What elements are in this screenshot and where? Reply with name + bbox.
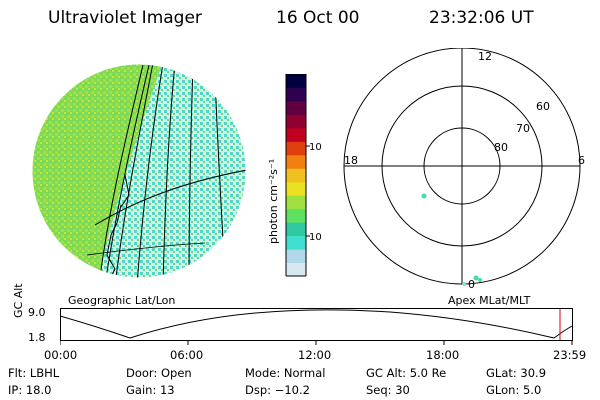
colorbar-band (286, 168, 306, 183)
info-ip: IP: 18.0 (8, 383, 52, 397)
polar-mlt-plot: 12 60 70 80 18 6 0 (343, 48, 585, 291)
mlat-label-70: 70 (516, 122, 530, 135)
mlt-label-12: 12 (478, 50, 492, 63)
colorbar-band (286, 100, 306, 115)
colorbar-band (286, 74, 306, 88)
info-glon: GLon: 5.0 (486, 383, 542, 397)
geographic-label: Geographic Lat/Lon (68, 294, 176, 307)
mlt-label-0: 0 (468, 278, 475, 291)
apex-label: Apex MLat/MLT (448, 294, 531, 307)
xtick-0600: 06:00 (170, 348, 204, 362)
altplot-ybottom: 1.8 (28, 331, 46, 344)
colorbar-band (286, 195, 306, 210)
colorbar-unit-label: photon cm⁻²s⁻¹ (267, 159, 280, 244)
aurora-point (473, 275, 479, 281)
intensity-colorbar: 100 10 photon cm⁻²s⁻¹ (267, 74, 322, 277)
mlat-label-60: 60 (536, 100, 550, 113)
colorbar-band (286, 235, 306, 250)
instrument-title: Ultraviolet Imager (48, 8, 202, 28)
gc-alt-plot (60, 308, 573, 345)
altplot-ytop: 9.0 (28, 306, 46, 319)
xtick-1200: 12:00 (298, 348, 332, 362)
info-door: Door: Open (126, 366, 192, 380)
colorbar-band (286, 141, 306, 156)
uv-earth-image (31, 63, 247, 279)
xtick-2359: 23:59 (553, 348, 587, 362)
xtick-0000: 00:00 (44, 348, 78, 362)
colorbar-band (286, 87, 306, 102)
mlat-label-80: 80 (494, 141, 508, 154)
mlt-label-6: 6 (578, 154, 585, 167)
colorbar-band (286, 222, 306, 237)
observation-date: 16 Oct 00 (276, 8, 360, 28)
info-glat: GLat: 30.9 (486, 366, 547, 380)
aurora-point (478, 278, 482, 282)
aurora-point (421, 193, 427, 199)
info-filter: Flt: LBHL (8, 366, 60, 380)
xtick-1800: 18:00 (426, 348, 460, 362)
aurora-point (462, 282, 466, 286)
info-dsp: Dsp: −10.2 (245, 383, 310, 397)
colorbar-band (286, 154, 306, 169)
info-gain: Gain: 13 (126, 383, 175, 397)
colorbar-band (286, 181, 306, 196)
mlt-label-18: 18 (344, 154, 358, 167)
altplot-ylabel: GC Alt (12, 283, 25, 318)
colorbar-tick-100: 100 (309, 142, 322, 153)
info-gc-alt: GC Alt: 5.0 Re (366, 366, 447, 380)
colorbar-band (286, 262, 306, 277)
colorbar-band (286, 208, 306, 223)
colorbar-band (286, 127, 306, 142)
observation-time: 23:32:06 UT (429, 8, 534, 28)
info-seq: Seq: 30 (366, 383, 410, 397)
colorbar-band (286, 249, 306, 264)
colorbar-tick-10: 10 (309, 232, 322, 243)
info-mode: Mode: Normal (245, 366, 326, 380)
colorbar-band (286, 114, 306, 129)
